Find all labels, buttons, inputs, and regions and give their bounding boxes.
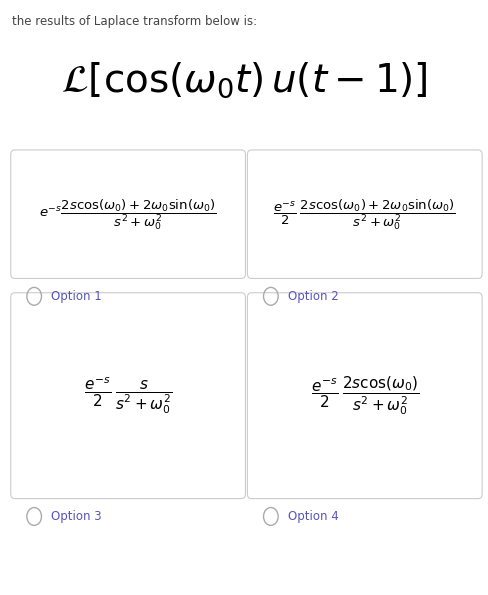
Text: $\dfrac{e^{-s}}{2}\;\dfrac{2s\cos(\omega_0) + 2\omega_0\sin(\omega_0)}{s^2 + \om: $\dfrac{e^{-s}}{2}\;\dfrac{2s\cos(\omega… (273, 197, 456, 231)
Text: Option 3: Option 3 (51, 510, 102, 523)
FancyBboxPatch shape (11, 293, 245, 499)
FancyBboxPatch shape (247, 293, 482, 499)
Text: $\dfrac{e^{-s}}{2}\;\dfrac{2s\cos(\omega_0)}{s^2 + \omega_0^2}$: $\dfrac{e^{-s}}{2}\;\dfrac{2s\cos(\omega… (311, 374, 419, 417)
FancyBboxPatch shape (247, 150, 482, 278)
Text: Option 4: Option 4 (288, 510, 339, 523)
Text: $\mathcal{L}[\cos(\omega_0 t)\, u(t-1)]$: $\mathcal{L}[\cos(\omega_0 t)\, u(t-1)]$ (61, 61, 427, 100)
Text: Option 2: Option 2 (288, 290, 339, 303)
Text: the results of Laplace transform below is:: the results of Laplace transform below i… (12, 15, 257, 28)
Text: $\dfrac{e^{-s}}{2}\;\dfrac{s}{s^2 + \omega_0^2}$: $\dfrac{e^{-s}}{2}\;\dfrac{s}{s^2 + \ome… (84, 375, 172, 416)
FancyBboxPatch shape (11, 150, 245, 278)
Text: $e^{-s}\dfrac{2s\cos(\omega_0) + 2\omega_0\sin(\omega_0)}{s^2 + \omega_0^2}$: $e^{-s}\dfrac{2s\cos(\omega_0) + 2\omega… (39, 197, 217, 231)
Text: Option 1: Option 1 (51, 290, 102, 303)
